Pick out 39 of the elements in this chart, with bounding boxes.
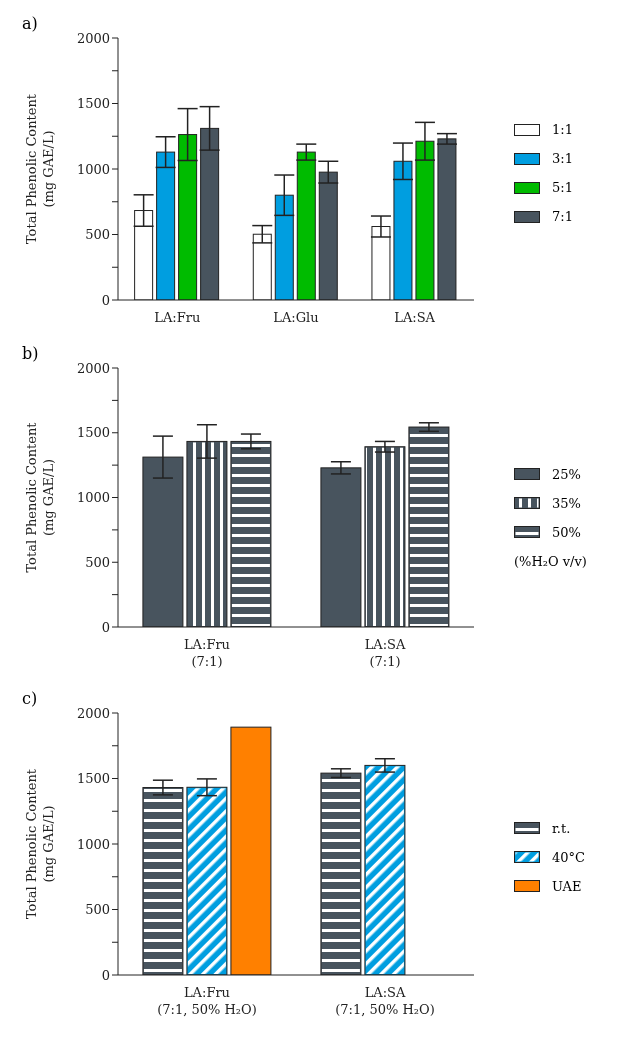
legend-label: 25% [552, 466, 581, 482]
y-tick-label: 0 [101, 619, 110, 635]
y-axis-title: Total Phenolic Content (mg GAE/L) [24, 93, 56, 245]
legend-title: (%H₂O v/v) [514, 553, 588, 569]
y-tick-label: 0 [101, 967, 110, 983]
y-axis-title: Total Phenolic Content (mg GAE/L) [24, 768, 56, 920]
y-tick-label: 1000 [76, 161, 110, 177]
chart-title: a) [22, 14, 38, 33]
legend-label: r.t. [552, 820, 571, 836]
x-tick-label: LA:SA [394, 310, 436, 325]
y-tick-label: 500 [85, 902, 110, 918]
legend-label: 35% [552, 495, 581, 511]
x-tick-label: LA:SA (7:1, 50% H₂O) [335, 985, 435, 1017]
y-tick-label: 500 [85, 227, 110, 243]
y-tick-label: 1000 [76, 836, 110, 852]
x-tick-label: LA:Fru [154, 310, 201, 325]
legend-label: 50% [552, 524, 581, 540]
y-tick-label: 0 [101, 292, 110, 308]
chart-title: c) [22, 689, 38, 708]
y-tick-label: 1500 [76, 771, 110, 787]
x-tick-label: LA:SA (7:1) [364, 637, 406, 669]
legend-label: 7:1 [552, 209, 573, 224]
legend-label: UAE [552, 878, 582, 894]
y-axis-title: Total Phenolic Content (mg GAE/L) [24, 421, 56, 573]
x-tick-label: LA:Fru (7:1) [183, 637, 231, 669]
legend-label: 5:1 [552, 180, 573, 195]
x-tick-label: LA:Glu [273, 310, 319, 325]
chart-title: b) [22, 344, 39, 363]
y-tick-label: 500 [85, 554, 110, 570]
y-tick-label: 2000 [76, 30, 110, 46]
y-tick-label: 2000 [76, 360, 110, 376]
legend-label: 3:1 [552, 151, 573, 166]
y-tick-label: 1000 [76, 490, 110, 506]
y-tick-label: 2000 [76, 705, 110, 721]
x-tick-label: LA:Fru (7:1, 50% H₂O) [157, 985, 257, 1017]
y-tick-label: 1500 [76, 96, 110, 112]
legend-label: 40°C [552, 849, 585, 865]
legend-label: 1:1 [552, 122, 573, 137]
y-tick-label: 1500 [76, 425, 110, 441]
